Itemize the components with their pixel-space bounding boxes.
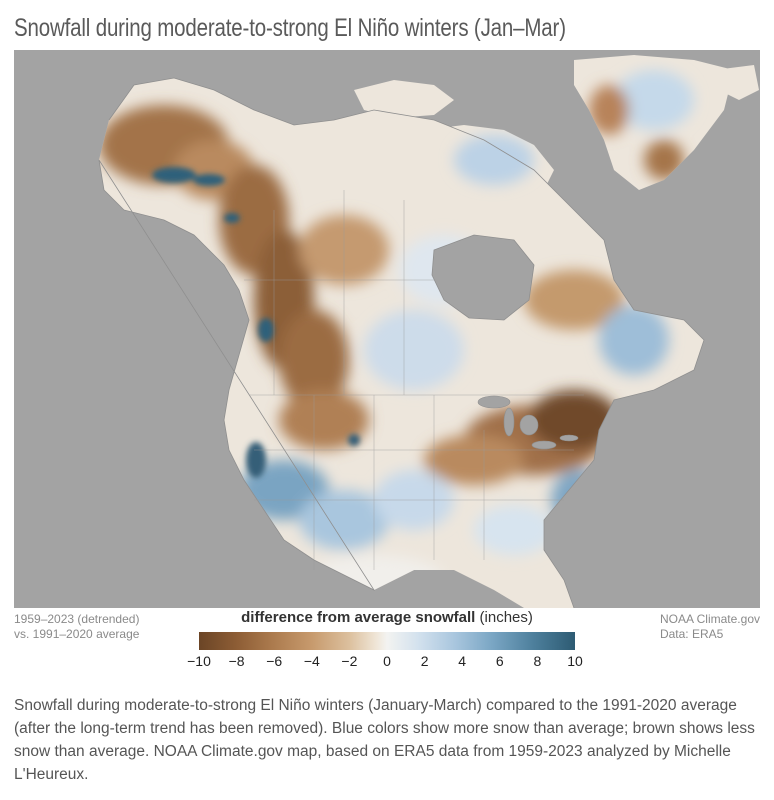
- legend-tick-label: 4: [458, 653, 467, 669]
- legend-ticks: −10 −8 −6 −4 −2 0 2 4 6 8 10: [0, 650, 774, 670]
- hudson-bay: [431, 234, 535, 321]
- map-title: Snowfall during moderate-to-strong El Ni…: [14, 14, 566, 42]
- legend-tick-label: 8: [533, 653, 542, 669]
- snowfall-anomaly-map: [14, 50, 760, 608]
- legend-tick-label: 6: [495, 653, 504, 669]
- political-boundaries: [244, 190, 584, 570]
- legend-tick-label: 0: [383, 653, 391, 669]
- great-lakes: [477, 395, 579, 450]
- legend-title-unit: (inches): [475, 609, 533, 626]
- period-note-line1: 1959–2023 (detrended): [14, 612, 140, 626]
- legend-tick-label: −2: [341, 653, 358, 669]
- legend-tick-label: −6: [266, 653, 283, 669]
- legend-title: difference from average snowfall (inches…: [200, 609, 574, 626]
- coastline: [98, 77, 705, 608]
- period-note: 1959–2023 (detrended) vs. 1991–2020 aver…: [14, 612, 139, 642]
- legend-tick-label: 2: [420, 653, 429, 669]
- legend-tick-label: −8: [228, 653, 245, 669]
- source-note-line1: NOAA Climate.gov: [659, 612, 760, 626]
- legend-tick-label: 10: [567, 653, 583, 669]
- snowfall-anomaly-shading: [99, 70, 694, 605]
- source-note-line2: Data: ERA5: [659, 627, 724, 641]
- period-note-line2: vs. 1991–2020 average: [14, 627, 140, 641]
- legend-color-bar: [199, 632, 575, 650]
- legend-tick-label: −10: [187, 653, 211, 669]
- source-note: NOAA Climate.gov Data: ERA5: [660, 612, 760, 642]
- caption: Snowfall during moderate-to-strong El Ni…: [14, 697, 755, 783]
- legend-tick-label: −4: [303, 653, 320, 669]
- legend-title-bold: difference from average snowfall: [241, 609, 476, 626]
